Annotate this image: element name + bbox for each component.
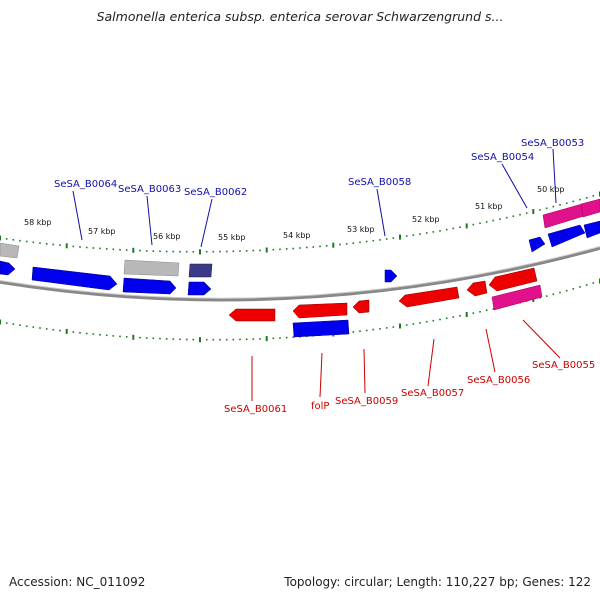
scale-label-56kbp: 56 kbp bbox=[153, 232, 181, 241]
gene-grey-b0063[interactable] bbox=[123, 259, 180, 277]
gene-label-b0063[interactable]: SeSA_B0063 bbox=[118, 184, 181, 195]
gene-blue-b0062[interactable] bbox=[187, 281, 212, 296]
gene-grey-left[interactable] bbox=[0, 242, 20, 259]
scale-label-57kbp: 57 kbp bbox=[88, 227, 116, 236]
gene-blue-reverse-folp[interactable] bbox=[292, 319, 350, 338]
leader-line-b0062 bbox=[200, 198, 213, 248]
gene-label-b0057[interactable]: SeSA_B0057 bbox=[401, 388, 464, 399]
tick-marks bbox=[0, 191, 600, 343]
gene-blue-b0064[interactable] bbox=[31, 266, 118, 291]
forward-inner-lane bbox=[0, 220, 600, 296]
gene-blue-b0053[interactable] bbox=[547, 224, 586, 248]
gene-label-b0064[interactable]: SeSA_B0064 bbox=[54, 179, 117, 190]
gene-blue-left[interactable] bbox=[0, 260, 16, 276]
leader-line-b0059 bbox=[363, 348, 366, 394]
scale-label-54kbp: 54 kbp bbox=[283, 231, 311, 240]
gene-blue-b0058[interactable] bbox=[384, 269, 398, 283]
leader-line-b0055 bbox=[522, 319, 561, 359]
reverse-outer-lane bbox=[292, 284, 543, 338]
topology-summary: Topology: circular; Length: 110,227 bp; … bbox=[284, 575, 591, 589]
gene-blue-b0063[interactable] bbox=[122, 277, 177, 295]
scale-label-51kbp: 51 kbp bbox=[475, 202, 503, 211]
gene-label-b0062[interactable]: SeSA_B0062 bbox=[184, 187, 247, 198]
map-title: Salmonella enterica subsp. enterica sero… bbox=[96, 9, 504, 24]
gene-label-b0058[interactable]: SeSA_B0058 bbox=[348, 177, 411, 188]
gene-label-b0056[interactable]: SeSA_B0056 bbox=[467, 375, 530, 386]
scale-label-50kbp: 50 kbp bbox=[537, 185, 565, 194]
leader-line-b0058 bbox=[376, 188, 386, 237]
gene-pink-reverse-b0055[interactable] bbox=[491, 284, 543, 311]
backbone-arc bbox=[0, 246, 600, 302]
scale-label-52kbp: 52 kbp bbox=[412, 215, 440, 224]
gene-red-b0061[interactable] bbox=[228, 308, 276, 322]
forward-gene-labels: SeSA_B0064 SeSA_B0063 SeSA_B0062 SeSA_B0… bbox=[54, 138, 584, 248]
reverse-gene-labels: SeSA_B0061 folP SeSA_B0059 SeSA_B0057 Se… bbox=[224, 319, 595, 415]
gene-dark-b0062[interactable] bbox=[188, 263, 213, 278]
gene-label-b0059[interactable]: SeSA_B0059 bbox=[335, 396, 398, 407]
leader-line-b0063 bbox=[146, 195, 153, 246]
gene-red-b0057[interactable] bbox=[398, 286, 460, 308]
gene-pink-b0053[interactable] bbox=[542, 203, 585, 229]
leader-line-folp bbox=[319, 352, 323, 398]
leader-line-b0064 bbox=[72, 190, 83, 241]
leader-line-b0056 bbox=[485, 328, 496, 373]
scale-labels: 58 kbp 57 kbp 56 kbp 55 kbp 54 kbp 53 kb… bbox=[24, 185, 565, 242]
gene-label-b0061[interactable]: SeSA_B0061 bbox=[224, 404, 287, 415]
gene-red-b0059[interactable] bbox=[352, 299, 370, 314]
gene-blue-right[interactable] bbox=[583, 220, 600, 239]
forward-outer-lane bbox=[0, 198, 600, 278]
scale-label-58kbp: 58 kbp bbox=[24, 218, 52, 227]
scale-label-55kbp: 55 kbp bbox=[218, 233, 246, 242]
gene-label-b0054[interactable]: SeSA_B0054 bbox=[471, 152, 534, 163]
gene-red-b0055[interactable] bbox=[488, 267, 538, 292]
accession-text: Accession: NC_011092 bbox=[9, 575, 146, 589]
reverse-inner-lane bbox=[228, 267, 538, 322]
gene-red-folp[interactable] bbox=[292, 302, 348, 319]
gene-pink-right[interactable] bbox=[580, 198, 600, 218]
leader-line-b0054 bbox=[501, 163, 528, 209]
backbone-arc-highlight bbox=[0, 246, 600, 299]
gene-label-b0053[interactable]: SeSA_B0053 bbox=[521, 138, 584, 149]
gene-blue-b0054[interactable] bbox=[528, 236, 546, 253]
gene-label-folp[interactable]: folP bbox=[311, 401, 329, 412]
leader-line-b0053 bbox=[552, 148, 557, 204]
gene-red-b0056[interactable] bbox=[466, 280, 488, 297]
gene-label-b0055[interactable]: SeSA_B0055 bbox=[532, 360, 595, 371]
scale-label-53kbp: 53 kbp bbox=[347, 225, 375, 234]
leader-line-b0057 bbox=[427, 338, 435, 387]
